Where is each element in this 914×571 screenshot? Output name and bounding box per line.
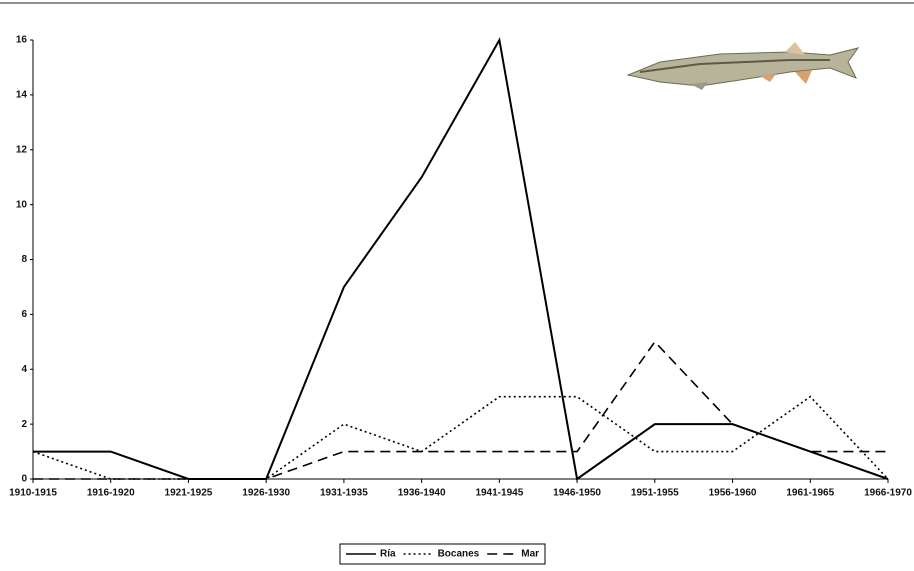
y-tick-label: 10 bbox=[16, 199, 28, 210]
x-tick-label: 1966-1970 bbox=[864, 488, 912, 499]
series-line bbox=[32, 395, 889, 480]
y-tick-label: 2 bbox=[21, 419, 27, 430]
x-tick-label: 1921-1925 bbox=[165, 488, 213, 499]
y-tick-label: 6 bbox=[21, 309, 27, 320]
x-tick-label: 1961-1965 bbox=[786, 488, 834, 499]
x-tick-label: 1931-1935 bbox=[320, 488, 368, 499]
y-tick-label: 8 bbox=[21, 254, 27, 265]
x-tick-label: 1956-1960 bbox=[709, 488, 757, 499]
y-tick-label: 12 bbox=[16, 144, 28, 155]
y-tick-label: 4 bbox=[21, 364, 27, 375]
x-tick-label: 1951-1955 bbox=[631, 488, 679, 499]
sturgeon-illustration bbox=[626, 42, 860, 90]
x-tick-label: 1936-1940 bbox=[398, 488, 446, 499]
y-tick-label: 14 bbox=[16, 90, 28, 101]
x-tick-label: 1941-1945 bbox=[475, 488, 523, 499]
x-tick-label: 1946-1950 bbox=[553, 488, 601, 499]
x-tick-label: 1916-1920 bbox=[87, 488, 135, 499]
legend-label: Bocanes bbox=[438, 549, 480, 560]
y-tick-label: 16 bbox=[16, 35, 28, 46]
legend-label: Ría bbox=[380, 549, 396, 560]
series-line bbox=[33, 37, 889, 481]
y-tick-label: 0 bbox=[21, 474, 27, 485]
x-tick-label: 1910-1915 bbox=[9, 488, 57, 499]
legend-box bbox=[339, 543, 546, 565]
legend-label: Mar bbox=[521, 549, 539, 560]
series-line bbox=[33, 340, 888, 480]
x-tick-label: 1926-1930 bbox=[242, 488, 290, 499]
